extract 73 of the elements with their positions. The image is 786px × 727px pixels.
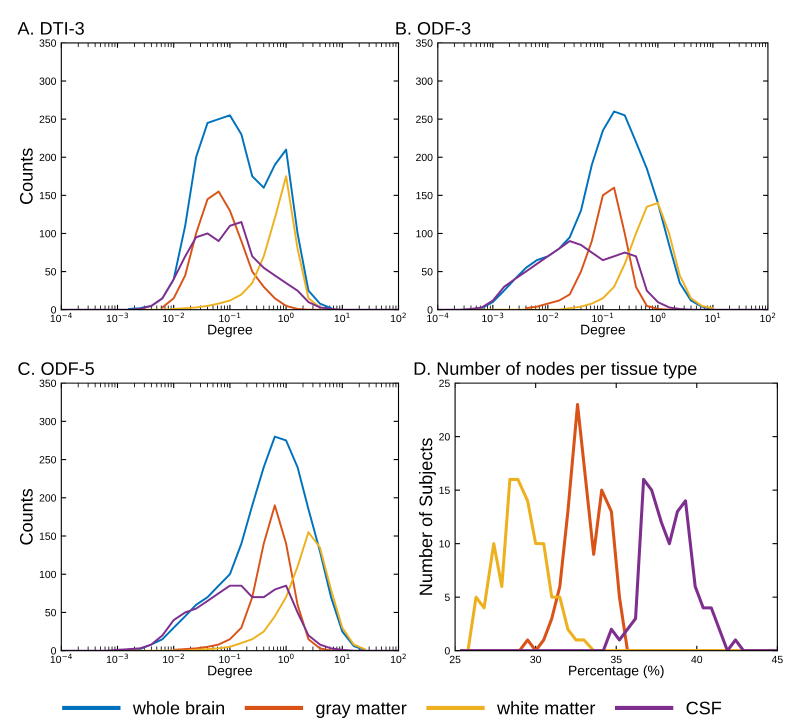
legend-label: gray matter: [316, 702, 406, 718]
x-axis-title: Degree: [581, 324, 626, 338]
x-tick-label: 10$^{0}$: [278, 654, 294, 664]
x-tick-label: 10$^{−2}$: [537, 312, 558, 322]
line-series: [128, 114, 332, 310]
x-tick-label: 10$^{−3}$: [106, 654, 128, 664]
x-axis-title: Percentage (%): [569, 665, 664, 678]
x-tick-label: 30: [530, 656, 542, 664]
y-tick-label: 150: [416, 192, 433, 200]
x-axis-title: Degree: [208, 324, 252, 338]
y-tick-label: 300: [416, 78, 433, 85]
y-axis-title: Number of Subjects: [419, 438, 436, 595]
y-tick-label: 150: [40, 532, 56, 540]
y-tick-label: 300: [39, 418, 56, 426]
y-tick-label: 0: [51, 647, 56, 655]
y-tick-label: 50: [422, 268, 433, 276]
legend-label: CSF: [686, 702, 722, 714]
x-tick-label: 10$^{−2}$: [163, 312, 184, 322]
chart-title: C. ODF-5: [18, 362, 94, 375]
y-tick-label: 50: [45, 608, 56, 616]
y-tick-label: 250: [40, 116, 56, 123]
y-tick-label: 15: [439, 486, 450, 494]
x-tick-label: 10$^{1}$: [334, 654, 350, 664]
y-tick-label: 250: [40, 456, 56, 464]
x-tick-label: 10$^{−1}$: [219, 312, 240, 322]
y-tick-label: 10: [439, 540, 450, 548]
x-tick-label: 10$^{2}$: [390, 312, 406, 322]
y-tick-label: 25: [439, 380, 450, 388]
y-tick-label: 250: [416, 116, 433, 123]
x-tick-label: 10$^{2}$: [390, 654, 406, 664]
x-tick-label: 10$^{2}$: [760, 312, 776, 322]
y-tick-label: 0: [428, 306, 433, 314]
legend-label: white matter: [497, 701, 596, 714]
y-tick-label: 150: [40, 192, 56, 200]
y-tick-label: 100: [40, 570, 56, 578]
y-tick-label: 100: [40, 230, 56, 238]
x-tick-label: 10$^{−4}$: [50, 654, 72, 664]
x-tick-label: 10$^{−3}$: [482, 312, 504, 322]
x-tick-label: 10$^{0}$: [278, 312, 294, 322]
y-axis-title: Counts: [20, 148, 33, 204]
y-tick-label: 350: [39, 39, 56, 47]
chart-title: D. Number of nodes per tissue type: [414, 362, 696, 379]
y-tick-label: 200: [40, 154, 56, 162]
y-tick-label: 20: [439, 433, 450, 441]
x-tick-label: 10$^{−1}$: [219, 654, 240, 664]
x-tick-label: 10$^{0}$: [650, 312, 666, 322]
x-tick-label: 10$^{−4}$: [50, 312, 72, 322]
line-series: [161, 190, 321, 310]
y-tick-label: 350: [416, 39, 433, 47]
y-tick-label: 100: [416, 230, 433, 238]
y-tick-label: 0: [51, 306, 56, 314]
y-tick-label: 200: [416, 154, 433, 162]
x-tick-label: 35: [610, 656, 622, 664]
x-tick-label: 10$^{−3}$: [106, 312, 128, 322]
legend-label: whole brain: [132, 701, 224, 714]
x-axis-title: Degree: [208, 666, 252, 678]
chart-title: B. ODF-3: [396, 22, 470, 35]
y-tick-label: 50: [45, 268, 56, 276]
chart-title: A. DTI-3: [18, 22, 84, 35]
x-tick-label: 10$^{−1}$: [592, 312, 614, 322]
y-tick-label: 5: [444, 594, 450, 602]
x-tick-label: 45: [772, 656, 783, 664]
y-axis-title: Counts: [20, 488, 33, 545]
y-tick-label: 350: [39, 380, 56, 388]
x-tick-label: 10$^{1}$: [334, 312, 350, 322]
y-tick-label: 200: [40, 494, 56, 502]
x-tick-label: 25: [450, 656, 460, 664]
y-tick-label: 300: [39, 78, 56, 85]
x-tick-label: 10$^{−4}$: [427, 312, 448, 322]
x-tick-label: 40: [691, 656, 702, 664]
y-tick-label: 0: [444, 647, 450, 655]
x-tick-label: 10$^{−2}$: [163, 654, 184, 664]
x-tick-label: 10$^{1}$: [705, 312, 720, 322]
